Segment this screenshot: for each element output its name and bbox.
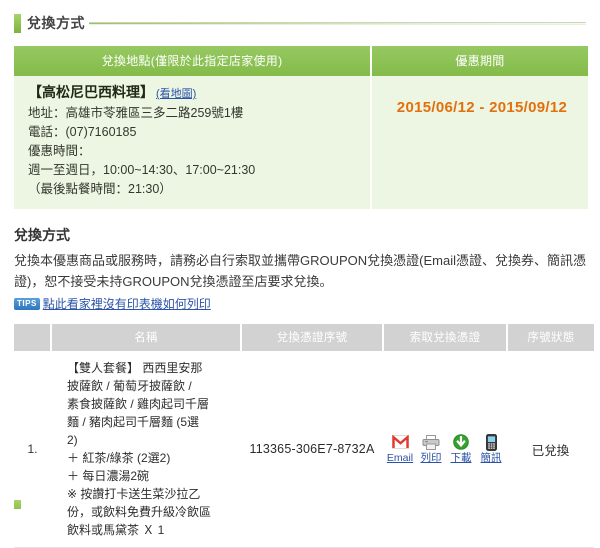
redeem-title: 兌換方式 xyxy=(14,227,70,243)
table-row: 1. 【雙人套餐】 西西里安那 披薩飲 / 葡萄牙披薩飲 / 素食披薩飲 / 雞… xyxy=(14,351,594,548)
period-cell: 2015/06/12 - 2015/09/12 xyxy=(371,76,588,209)
section-header: 兌換方式 xyxy=(0,0,600,36)
promotion-period: 2015/06/12 - 2015/09/12 xyxy=(396,99,568,116)
download-label: 下載 xyxy=(450,451,472,464)
item-desc-line: 素食披薩飲 / 雞肉起司千層 xyxy=(67,397,210,411)
store-name: 【高松尼巴西料理】 xyxy=(28,84,154,100)
store-table-header-row: 兌換地點(僅限於此指定店家使用) 優惠期間 xyxy=(14,46,588,76)
item-desc-line: 麵 / 豬肉起司千層麵 (5選 xyxy=(67,415,200,429)
gmail-icon xyxy=(391,434,409,451)
email-action[interactable]: Email xyxy=(387,434,413,465)
download-action[interactable]: 下載 xyxy=(449,434,473,465)
item-desc-line: 2) xyxy=(67,433,78,447)
row-actions-cell: Email 列印 xyxy=(383,351,507,548)
mobile-icon xyxy=(485,433,497,451)
printer-icon xyxy=(422,434,440,451)
print-label: 列印 xyxy=(420,451,442,464)
store-hours-line2: （最後點餐時間：21:30） xyxy=(28,182,172,196)
page-title: 兌換方式 xyxy=(27,15,85,31)
item-desc-line: ＋ 每日濃湯2碗 xyxy=(67,469,150,483)
row-serial-cell: 113365-306E7-8732A xyxy=(241,351,383,548)
view-map-link[interactable]: (看地圖) xyxy=(156,88,197,100)
item-desc-line: ※ 按讚打卡送生菜沙拉乙 xyxy=(67,487,201,501)
store-info-table: 兌換地點(僅限於此指定店家使用) 優惠期間 【高松尼巴西料理】 (看地圖) 地址：… xyxy=(14,46,588,209)
item-description: 【雙人套餐】 西西里安那 披薩飲 / 葡萄牙披薩飲 / 素食披薩飲 / 雞肉起司… xyxy=(55,359,237,539)
header-get-voucher: 索取兌換憑證 xyxy=(383,324,508,351)
store-hours-label: 優惠時間： xyxy=(28,144,91,158)
status-badge: 已兌換 xyxy=(531,443,570,458)
tips-badge: TIPS xyxy=(14,297,40,310)
row-index: 1. xyxy=(14,351,51,548)
item-desc-line: 份，或飲料免費升級冷飲區 xyxy=(67,505,212,519)
header-period: 優惠期間 xyxy=(371,46,588,76)
download-icon xyxy=(453,434,469,451)
row-item-name: 【雙人套餐】 西西里安那 披薩飲 / 葡萄牙披薩飲 / 素食披薩飲 / 雞肉起司… xyxy=(51,351,241,548)
email-label: Email xyxy=(386,451,414,464)
voucher-table: 名稱 兌換憑證序號 索取兌換憑證 序號狀態 1. 【雙人套餐】 西西里安那 披薩… xyxy=(14,324,594,548)
green-accent-bar xyxy=(14,13,21,33)
header-divider xyxy=(89,21,586,25)
sms-label: 簡訊 xyxy=(480,451,502,464)
header-state: 序號狀態 xyxy=(507,324,594,351)
header-name: 名稱 xyxy=(51,324,242,351)
header-serial: 兌換憑證序號 xyxy=(241,324,384,351)
store-table-body-row: 【高松尼巴西料理】 (看地圖) 地址：高雄市苓雅區三多二路259號1樓 電話：(0… xyxy=(14,76,588,209)
print-action[interactable]: 列印 xyxy=(419,434,443,465)
tips-print-help-link[interactable]: 點此看家裡沒有印表機如何列印 xyxy=(42,297,211,311)
sms-action[interactable]: 簡訊 xyxy=(479,433,503,465)
store-name-row: 【高松尼巴西料理】 (看地圖) xyxy=(28,83,360,104)
item-desc-line: ＋ 紅茶/綠茶 (2選2) xyxy=(67,451,171,465)
row-state-cell: 已兌換 xyxy=(507,351,594,548)
store-phone: 電話：(07)7160185 xyxy=(28,125,137,139)
item-desc-line: 披薩飲 / 葡萄牙披薩飲 / xyxy=(67,379,192,393)
tips-row: TIPS 點此看家裡沒有印表機如何列印 xyxy=(14,295,586,312)
store-details-cell: 【高松尼巴西料理】 (看地圖) 地址：高雄市苓雅區三多二路259號1樓 電話：(0… xyxy=(14,76,372,209)
item-desc-line: 【雙人套餐】 西西里安那 xyxy=(67,361,203,375)
header-index xyxy=(14,324,52,351)
voucher-table-header-row: 名稱 兌換憑證序號 索取兌換憑證 序號狀態 xyxy=(14,324,594,351)
voucher-action-group: Email 列印 xyxy=(387,433,503,465)
store-address: 地址：高雄市苓雅區三多二路259號1樓 xyxy=(28,106,244,120)
redeem-body-text: 兌換本優惠商品或服務時，請務必自行索取並攜帶GROUPON兌換憑證(Email憑… xyxy=(14,253,587,289)
next-section-accent-bar xyxy=(14,500,21,509)
header-location: 兌換地點(僅限於此指定店家使用) xyxy=(14,46,372,76)
item-desc-line: 飲料或馬黛茶 Ｘ 1 xyxy=(67,523,165,537)
store-hours-line1: 週一至週日，10:00~14:30、17:00~21:30 xyxy=(28,163,256,177)
redeem-instructions: 兌換方式 兌換本優惠商品或服務時，請務必自行索取並攜帶GROUPON兌換憑證(E… xyxy=(14,225,586,312)
voucher-serial-number: 113365-306E7-8732A xyxy=(249,442,375,456)
